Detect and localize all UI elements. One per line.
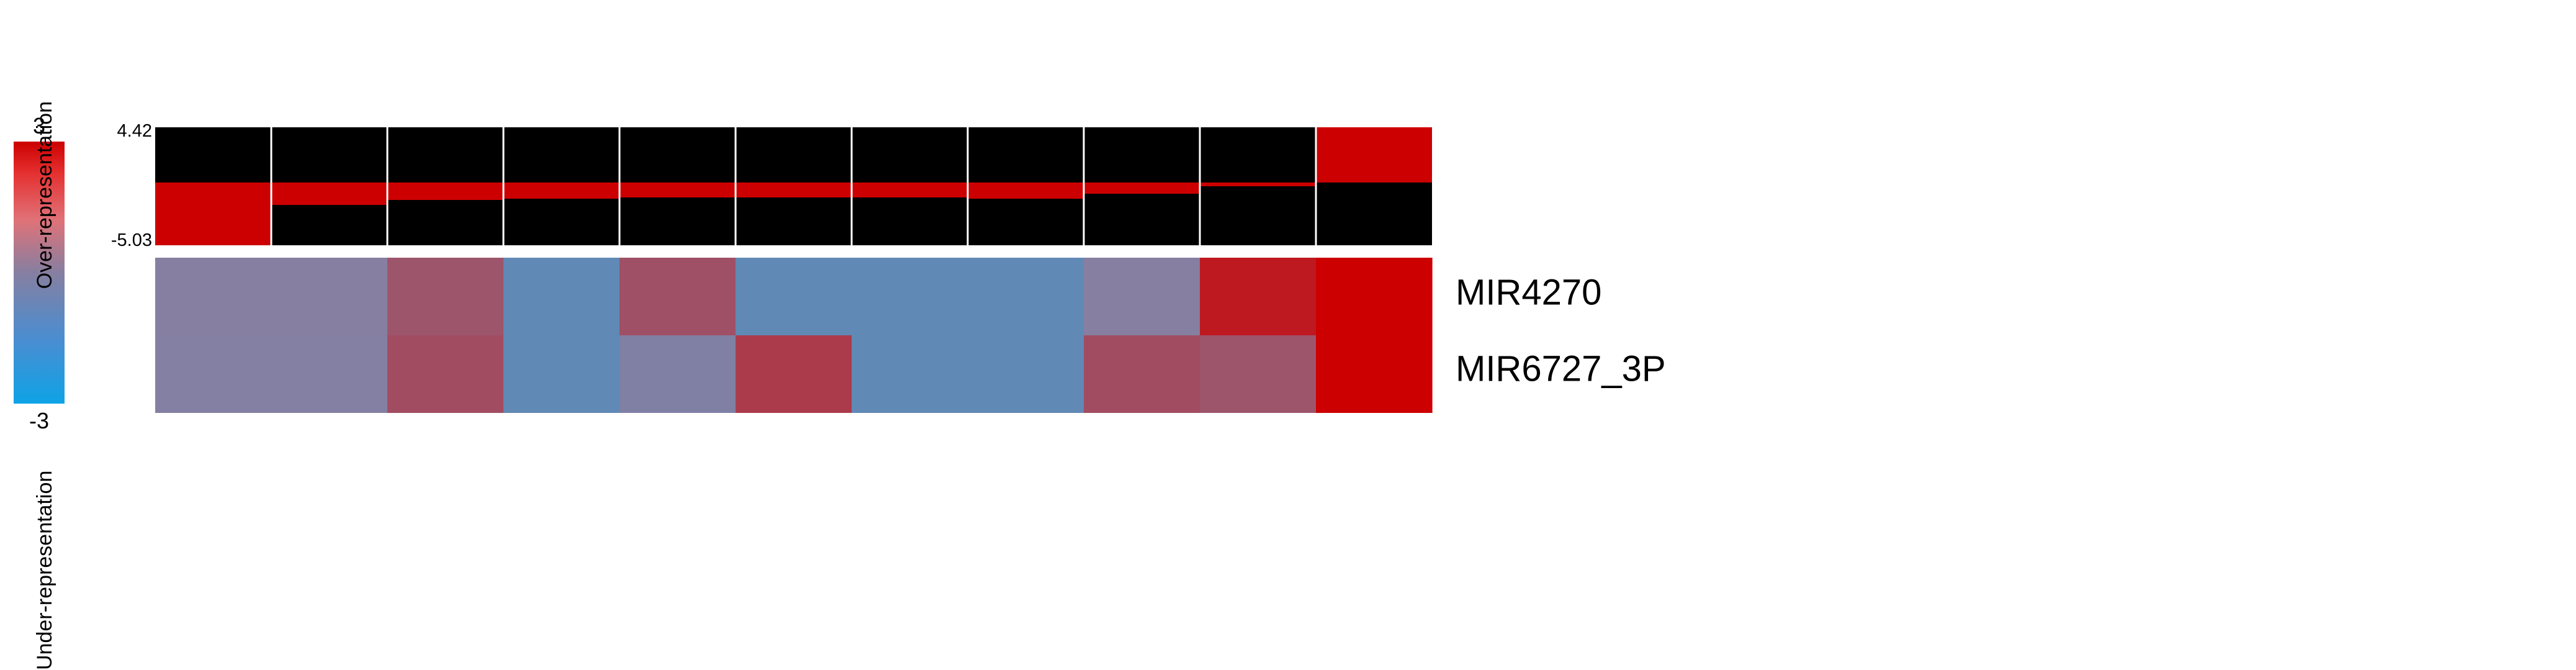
top-panel-bar [1316,127,1432,183]
top-panel-bar [387,182,503,201]
heatmap-cell [736,335,852,413]
top-panel-bar [736,182,852,197]
heatmap-cell [1200,258,1317,335]
heatmap-cell [1316,258,1433,335]
heatmap-cell [271,258,388,335]
over-representation-label: Over-representation [33,101,56,289]
heatmap-cell [155,258,272,335]
top-panel-bar [852,182,968,197]
heatmap-cell [619,258,736,335]
color-scale-bar [14,142,65,404]
top-panel-bar [619,182,736,197]
heatmap-cell [387,335,504,413]
color-scale-min-label: -3 [29,408,49,433]
top-panel-bar [1084,182,1200,194]
top-panel-bar [968,182,1084,199]
heatmap-cell [852,258,968,335]
heatmap-cell [271,335,388,413]
top-panel-min-label: -5.03 [111,230,152,250]
heatmap-cell [1084,335,1200,413]
top-panel-bar [1200,182,1316,186]
color-scale-max-label: 3 [33,113,45,138]
heatmap-cell [852,335,968,413]
row-label-mir4270: MIR4270 [1456,272,1601,312]
row-label-mir6727-3p: MIR6727_3P [1456,348,1666,389]
top-panel-bar [155,182,271,245]
top-panel-max-label: 4.42 [117,121,152,141]
heatmap-cell [968,258,1084,335]
under-representation-label: Under-representation [33,471,56,670]
top-summary-panel: 4.42 -5.03 [111,121,1432,250]
heatmap-cell [1316,335,1433,413]
color-scale: 3 -3 Over-representation Under-represent… [14,101,65,670]
heatmap-cell [155,335,272,413]
heatmap-cell [736,258,852,335]
heatmap-cell [968,335,1084,413]
top-panel-bar [271,182,387,206]
heatmap-cell [387,258,504,335]
top-panel-bar [503,182,619,199]
heatmap-cell [503,258,620,335]
row-labels: MIR4270 MIR6727_3P [1456,272,1666,389]
heatmap-cell [1084,258,1200,335]
heatmap-cell [503,335,620,413]
heatmap-cell [619,335,736,413]
heatmap-grid [155,258,1433,413]
heatmap-cell [1200,335,1317,413]
